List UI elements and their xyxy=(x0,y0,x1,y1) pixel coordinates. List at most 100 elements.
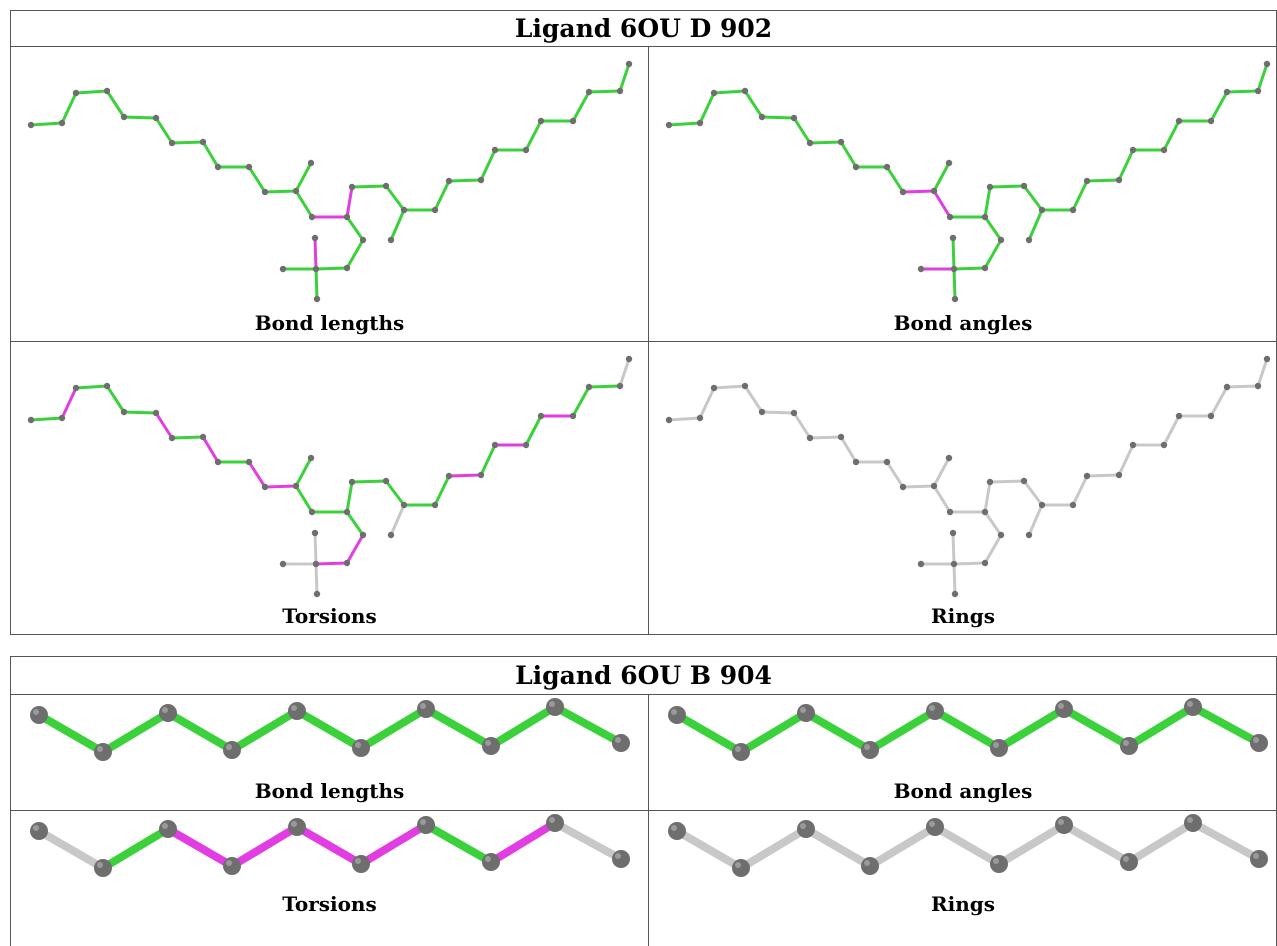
bond-line xyxy=(983,480,992,514)
bond-line xyxy=(951,236,956,271)
atom-highlight xyxy=(929,821,935,827)
atom-marker xyxy=(990,855,1008,873)
atom-marker xyxy=(1223,383,1231,391)
atom-marker xyxy=(741,382,749,390)
bond-line xyxy=(422,705,495,750)
atom-marker xyxy=(352,739,370,757)
bond-line xyxy=(314,561,349,566)
bond-line xyxy=(983,510,1003,537)
bond-line xyxy=(885,165,905,194)
bond-line xyxy=(931,707,1003,752)
molecule-diagram xyxy=(27,60,633,303)
bond-line xyxy=(932,161,951,193)
atom-marker xyxy=(950,560,958,568)
atom-marker xyxy=(445,177,453,185)
bond-line xyxy=(313,236,318,271)
atom-marker xyxy=(477,471,485,479)
atom-marker xyxy=(308,508,316,516)
bond-line xyxy=(983,215,1003,242)
atom-marker xyxy=(214,163,222,171)
panel-torsions: Torsions xyxy=(11,342,648,635)
bond-line xyxy=(673,827,745,872)
atom-marker xyxy=(1025,531,1033,539)
atom-marker xyxy=(852,458,860,466)
atom-marker xyxy=(1020,477,1028,485)
bond-line xyxy=(294,484,314,514)
atom-marker xyxy=(997,236,1005,244)
bond-line xyxy=(154,116,174,145)
atom-marker xyxy=(279,560,287,568)
bond-line xyxy=(313,531,318,566)
bond-line xyxy=(737,709,810,756)
bond-line xyxy=(122,115,158,120)
atom-marker xyxy=(311,529,319,537)
atom-marker xyxy=(94,859,112,877)
bond-line xyxy=(447,178,483,183)
panel-torsions: Torsions xyxy=(11,811,648,926)
bond-line xyxy=(931,823,1003,868)
atom-marker xyxy=(758,113,766,121)
atom-marker xyxy=(945,159,953,167)
bond-line xyxy=(983,533,1003,565)
atom-marker xyxy=(981,508,989,516)
atom-marker xyxy=(120,113,128,121)
atom-marker xyxy=(665,416,673,424)
bond-line xyxy=(866,707,939,754)
atom-marker xyxy=(343,213,351,221)
atom-highlight xyxy=(615,737,621,743)
atom-marker xyxy=(30,706,48,724)
bond-line xyxy=(698,91,716,125)
chain-diagram xyxy=(668,698,1268,761)
bond-line xyxy=(618,62,631,93)
atom-marker xyxy=(292,482,300,490)
bond-line xyxy=(839,435,858,464)
bond-line xyxy=(447,473,483,478)
atom-marker xyxy=(732,743,750,761)
atom-marker xyxy=(308,213,316,221)
atom-marker xyxy=(312,560,320,568)
atom-marker xyxy=(27,121,35,129)
atom-highlight xyxy=(420,703,426,709)
atom-marker xyxy=(1129,146,1137,154)
atom-marker xyxy=(307,454,315,462)
atom-marker xyxy=(668,822,686,840)
atom-highlight xyxy=(1187,701,1193,707)
atom-highlight xyxy=(929,705,935,711)
atom-marker xyxy=(311,234,319,242)
bond-line xyxy=(345,185,354,219)
bond-line xyxy=(988,479,1026,484)
bond-line xyxy=(1189,819,1263,863)
bond-line xyxy=(712,89,747,95)
atom-marker xyxy=(223,741,241,759)
bond-line xyxy=(1209,90,1229,123)
atom-marker xyxy=(758,408,766,416)
bond-line xyxy=(932,189,952,219)
bond-line xyxy=(1125,703,1197,750)
bond-line xyxy=(983,185,992,219)
bond-line xyxy=(294,456,313,488)
atom-marker xyxy=(1069,501,1077,509)
panel-bond-angles: Bond angles xyxy=(649,47,1277,341)
atom-marker xyxy=(120,408,128,416)
bond-line xyxy=(792,411,812,440)
bond-line xyxy=(571,90,591,123)
bond-line xyxy=(1022,184,1044,212)
panel-caption: Bond lengths xyxy=(254,779,405,803)
atom-marker xyxy=(1160,146,1168,154)
bond-line xyxy=(743,89,764,119)
bond-line xyxy=(618,357,631,388)
atom-highlight xyxy=(1253,737,1259,743)
atom-marker xyxy=(899,483,907,491)
bond-line xyxy=(571,385,591,418)
chain-diagram xyxy=(668,814,1268,877)
atom-marker xyxy=(612,850,630,868)
atom-highlight xyxy=(615,853,621,859)
atom-marker xyxy=(883,458,891,466)
atom-marker xyxy=(103,87,111,95)
atom-marker xyxy=(741,87,749,95)
atom-marker xyxy=(883,163,891,171)
bond-line xyxy=(1162,414,1181,447)
panel-rings: Rings xyxy=(649,811,1277,926)
molecule-diagram xyxy=(665,355,1271,598)
atom-marker xyxy=(926,702,944,720)
